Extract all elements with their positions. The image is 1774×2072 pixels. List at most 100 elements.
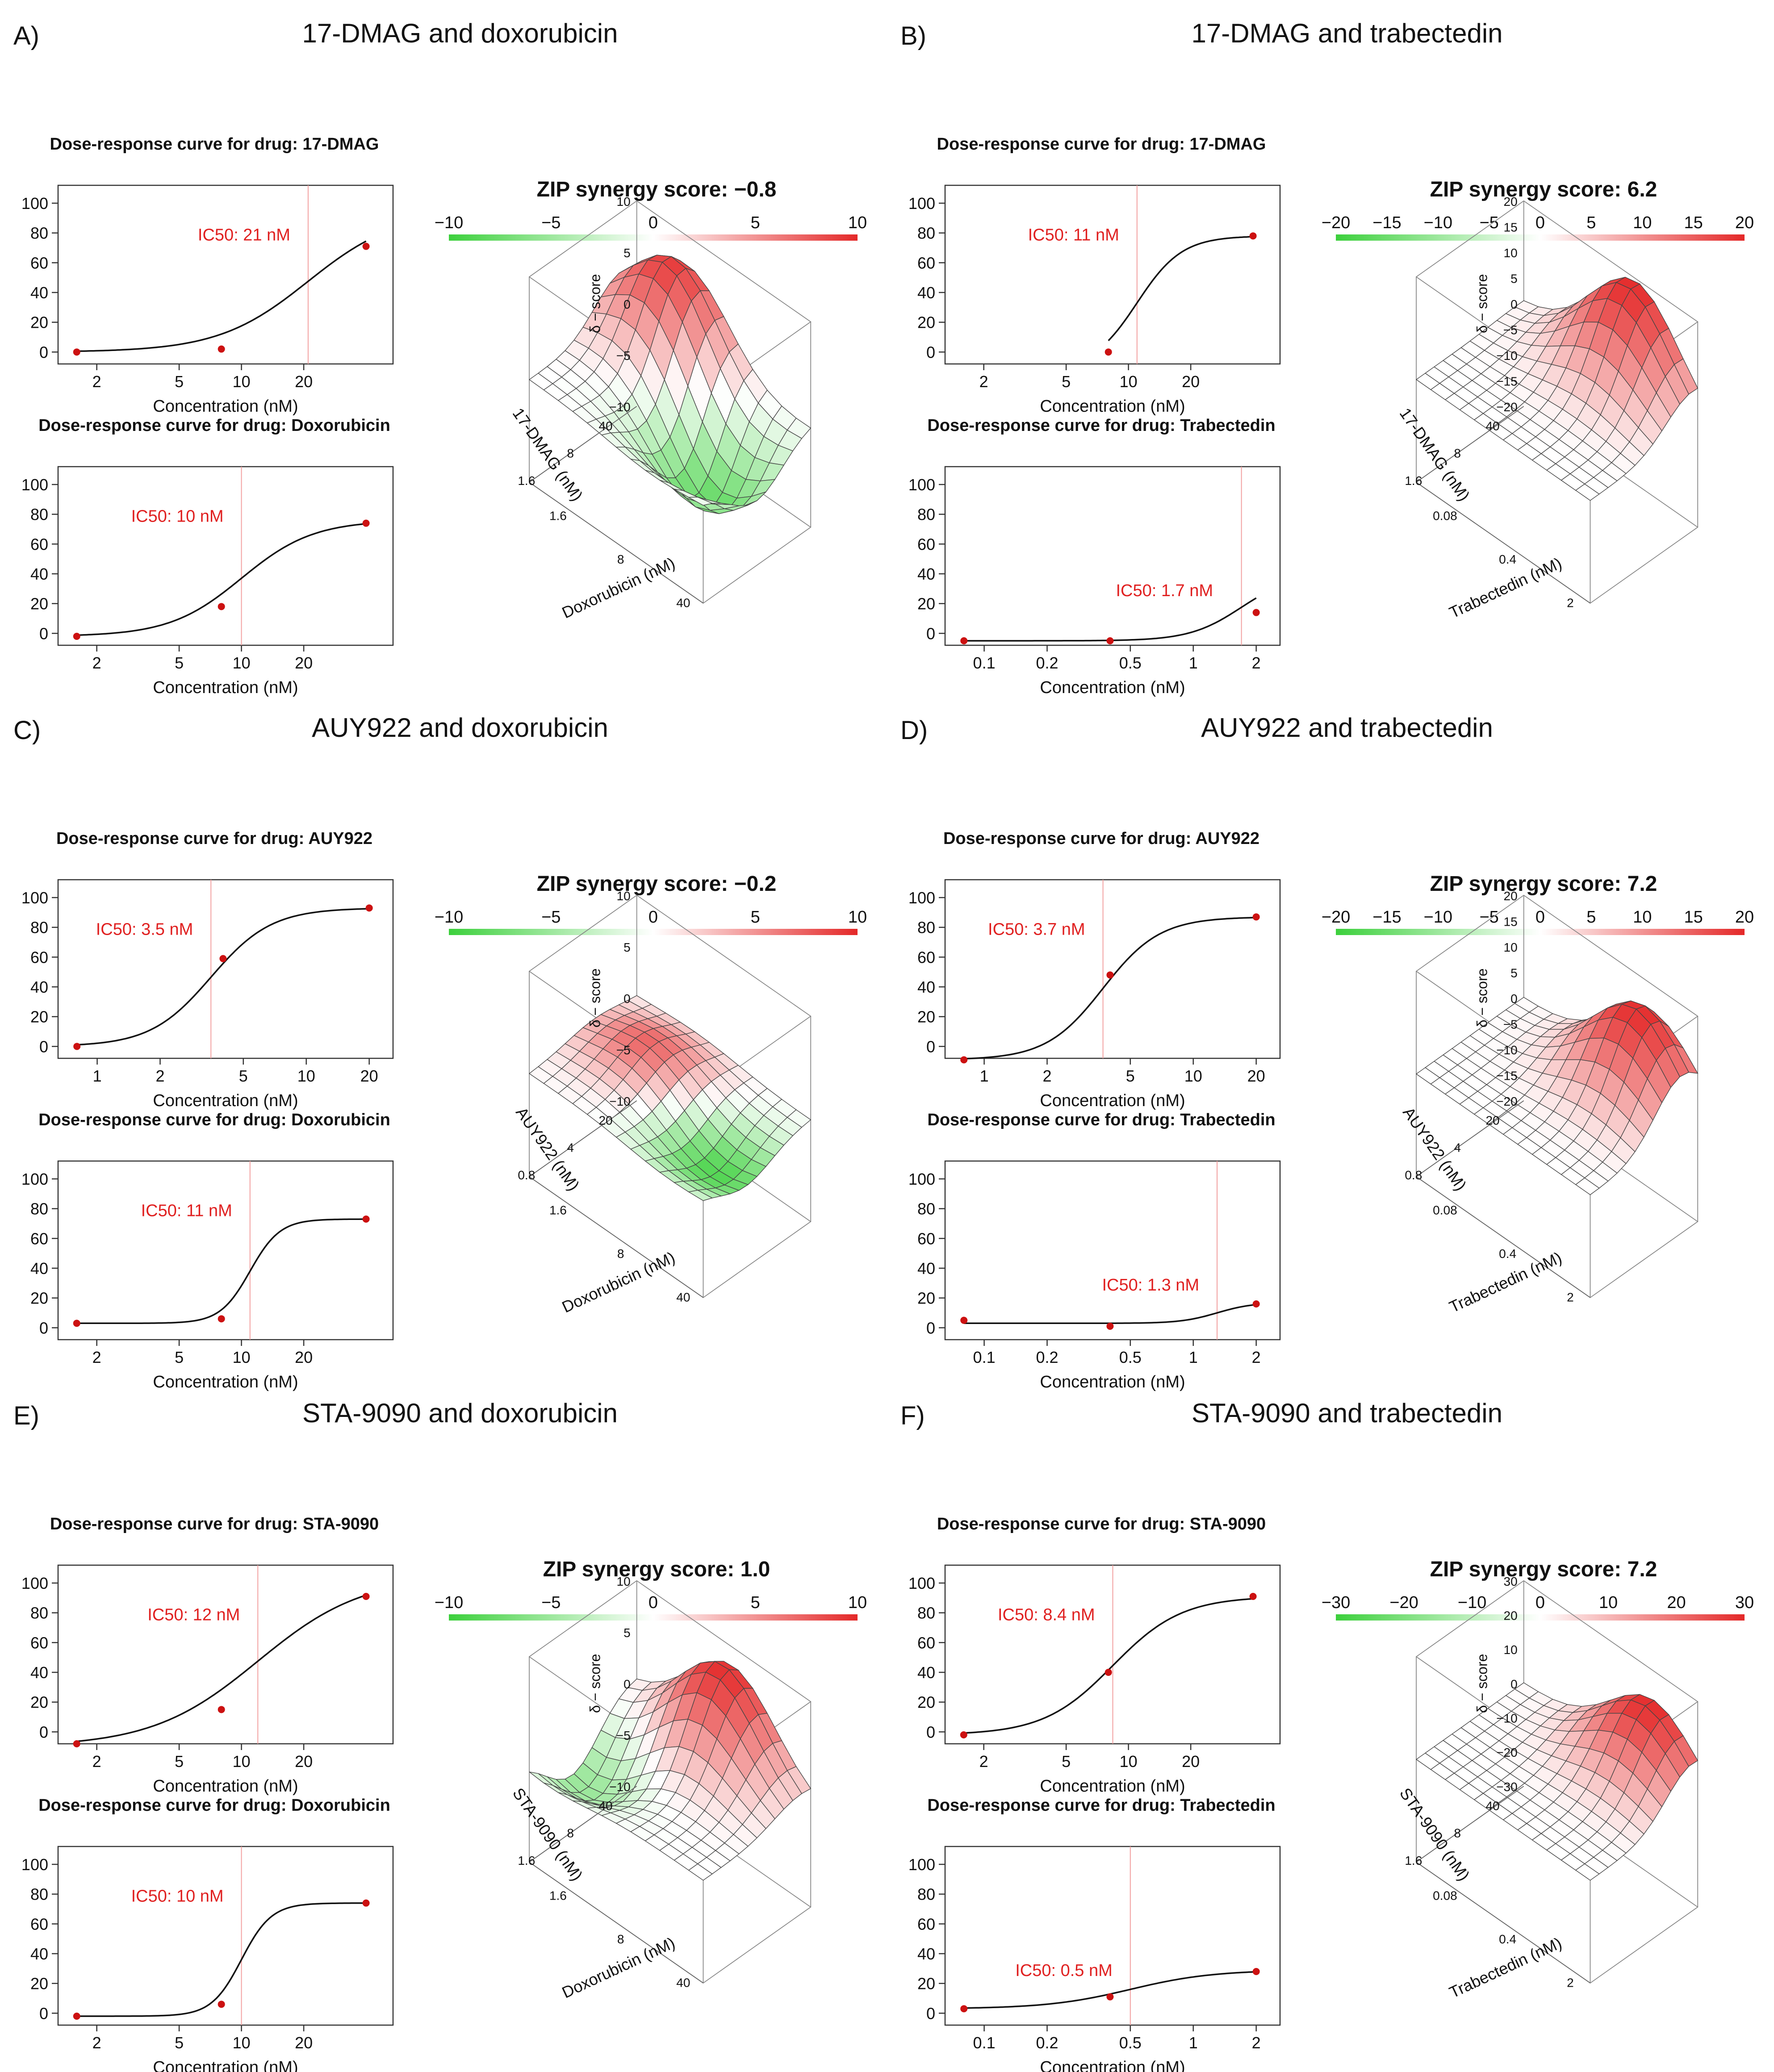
synergy-title: ZIP synergy score: −0.2 <box>537 872 777 896</box>
fit-curve <box>76 1594 367 1742</box>
colorbar-tick: −30 <box>1322 1593 1350 1612</box>
y-tick-label: 0 <box>926 1723 935 1741</box>
data-point <box>960 1316 968 1324</box>
drug-tick-label: 0.8 <box>518 1168 535 1182</box>
fit-curve <box>76 240 367 352</box>
y-tick-label: 60 <box>917 948 935 966</box>
y-tick-label: 20 <box>917 1975 935 1993</box>
data-point <box>219 955 227 962</box>
data-point <box>362 1899 370 1907</box>
data-point <box>1252 1968 1260 1975</box>
y-tick-label: 40 <box>30 284 48 302</box>
x-drug-tick-label: 2 <box>1567 1976 1574 1990</box>
colorbar-tick: 10 <box>1633 908 1652 927</box>
x-tick-label: 0.2 <box>1036 1348 1058 1366</box>
y-tick-label: 80 <box>30 224 48 242</box>
ic50-label: IC50: 11 nM <box>1028 226 1119 244</box>
y-tick-label: 20 <box>917 1289 935 1308</box>
colorbar-tick: 0 <box>1536 213 1545 232</box>
surface-cell <box>688 1863 713 1881</box>
y-tick-label: 80 <box>30 1604 48 1622</box>
data-point <box>1106 637 1114 644</box>
z-tick-label: 15 <box>1504 915 1518 928</box>
x-tick-label: 5 <box>175 372 184 391</box>
z-tick-label: −30 <box>1496 1780 1518 1794</box>
fit-curve <box>76 1902 366 2017</box>
colorbar-tick: 15 <box>1684 908 1703 927</box>
data-point <box>218 2001 225 2008</box>
y-tick-label: 100 <box>908 889 935 907</box>
plot-frame <box>57 1160 394 1341</box>
colorbar-tick: 20 <box>1735 908 1754 927</box>
dose-response-title: Dose-response curve for drug: 17-DMAG <box>50 135 379 154</box>
x-drug-tick-label: 0.08 <box>1433 1889 1457 1903</box>
z-tick-label: 5 <box>1510 966 1518 980</box>
panel-c: C) AUY922 and doxorubicin Dose-response cu… <box>13 713 867 1391</box>
y-tick-label: 20 <box>30 1289 48 1308</box>
colorbar-tick: 10 <box>848 213 867 232</box>
data-point <box>1105 1669 1112 1676</box>
box-front-edge <box>1416 482 1591 604</box>
x-drug-tick-label: 40 <box>676 1291 690 1304</box>
x-drug-tick-label: 8 <box>617 1247 624 1261</box>
y-tick-label: 40 <box>30 1663 48 1682</box>
box-front-edge <box>529 1100 637 1177</box>
colorbar <box>1336 234 1745 241</box>
dose-response-title: Dose-response curve for drug: Doxorubici… <box>38 416 390 435</box>
y-tick-label: 0 <box>926 2004 935 2022</box>
data-point <box>362 1216 370 1223</box>
data-point <box>1106 1323 1114 1330</box>
x-tick-label: 20 <box>295 1752 313 1771</box>
x-tick-label: 2 <box>979 1752 988 1771</box>
ic50-label: IC50: 10 nM <box>131 1887 224 1905</box>
drug-tick-label: 40 <box>1485 1799 1499 1813</box>
z-tick-label: 5 <box>623 1626 631 1640</box>
z-tick-label: 10 <box>617 889 631 903</box>
y-tick-label: 0 <box>39 1723 48 1741</box>
y-tick-label: 60 <box>30 1915 48 1933</box>
x-tick-label: 2 <box>92 1348 101 1366</box>
plot-frame <box>57 466 394 646</box>
x-tick-label: 0.5 <box>1119 1348 1142 1366</box>
z-axis-label: δ − score <box>587 1654 603 1713</box>
x-tick-label: 5 <box>175 1752 184 1771</box>
dose-response-title: Dose-response curve for drug: AUY922 <box>943 829 1259 848</box>
x-axis-label: Concentration (nM) <box>153 2058 298 2072</box>
synergy-title: ZIP synergy score: 7.2 <box>1430 1558 1657 1581</box>
box-front-edge <box>1416 406 1524 483</box>
data-point <box>1252 1300 1260 1308</box>
x-drug-tick-label: 0.4 <box>1499 1247 1516 1261</box>
z-tick-label: 5 <box>1510 272 1518 285</box>
ic50-label: IC50: 12 nM <box>147 1605 240 1624</box>
y-tick-label: 100 <box>908 1170 935 1188</box>
colorbar-tick: −5 <box>541 1593 561 1612</box>
drug-axis-label: 17-DMAG (nM) <box>509 405 587 504</box>
colorbar-tick: 5 <box>1586 908 1596 927</box>
drug-tick-label: 4 <box>1454 1141 1461 1155</box>
box-front-edge <box>1416 1786 1524 1863</box>
z-tick-label: −20 <box>1496 1746 1518 1759</box>
data-point <box>73 1043 81 1050</box>
y-tick-label: 0 <box>926 624 935 643</box>
z-tick-label: 0 <box>1510 1677 1518 1691</box>
surface-cell <box>688 1190 713 1201</box>
x-drug-tick-label: 8 <box>617 1932 624 1946</box>
y-tick-label: 100 <box>21 194 48 213</box>
x-tick-label: 20 <box>1247 1067 1265 1085</box>
y-tick-label: 20 <box>30 1975 48 1993</box>
z-tick-label: 0 <box>1510 992 1518 1006</box>
panel-letter: C) <box>13 716 41 745</box>
colorbar <box>449 234 858 241</box>
y-tick-label: 20 <box>917 1693 935 1712</box>
data-point <box>960 637 968 644</box>
y-tick-label: 60 <box>917 1229 935 1248</box>
dose-response-title: Dose-response curve for drug: STA-9090 <box>937 1515 1266 1533</box>
colorbar-tick: −5 <box>541 908 561 927</box>
drug-axis-label: STA-9090 (nM) <box>1396 1784 1473 1884</box>
drug-tick-label: 20 <box>1485 1113 1499 1127</box>
z-tick-label: 10 <box>617 195 631 209</box>
panel-title: 17-DMAG and trabectedin <box>1191 18 1502 48</box>
ic50-label: IC50: 0.5 nM <box>1015 1961 1113 1980</box>
data-point <box>218 345 225 353</box>
z-tick-label: 10 <box>1504 1643 1518 1657</box>
